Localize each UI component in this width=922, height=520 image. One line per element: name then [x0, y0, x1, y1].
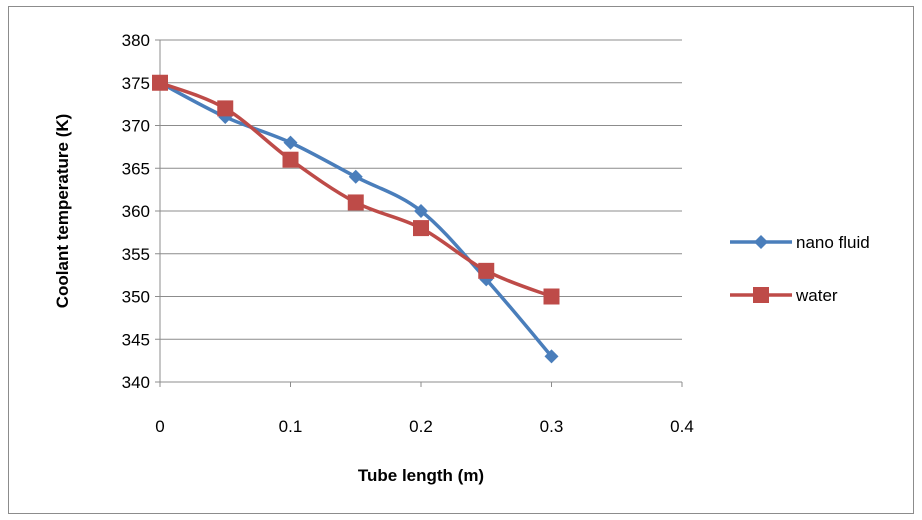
legend-item-nano-fluid: nano fluid [730, 233, 870, 252]
data-point [543, 288, 560, 305]
x-tick-label: 0.2 [409, 417, 433, 436]
data-point [282, 151, 299, 168]
data-point [348, 169, 363, 184]
y-tick-label: 360 [122, 202, 150, 221]
legend-marker [753, 287, 769, 303]
legend-marker [754, 235, 768, 249]
legend-item-water: water [730, 286, 838, 305]
x-tick-labels: 0 0.1 0.2 0.3 0.4 [155, 417, 694, 436]
y-tick-label: 370 [122, 117, 150, 136]
x-tick-label: 0 [155, 417, 164, 436]
x-tick-label: 0.3 [540, 417, 564, 436]
legend-label: nano fluid [796, 233, 870, 252]
series-nano-fluid [153, 75, 559, 364]
series-line [159, 81, 553, 358]
data-point [544, 349, 559, 364]
gridlines [160, 39, 682, 340]
y-tick-label: 345 [122, 330, 150, 349]
axes [155, 39, 683, 387]
series-water [152, 74, 560, 305]
x-tick-label: 0.4 [670, 417, 694, 436]
legend-label: water [795, 286, 838, 305]
y-tick-label: 375 [122, 74, 150, 93]
legend: nano fluid water [730, 233, 870, 305]
data-point [478, 262, 495, 279]
data-point [414, 204, 428, 218]
y-tick-label: 340 [122, 373, 150, 392]
data-point [152, 74, 168, 91]
data-point [283, 135, 298, 150]
y-axis-title: Coolant temperature (K) [53, 114, 72, 309]
x-axis-title: Tube length (m) [358, 466, 484, 485]
y-tick-labels: 340 345 350 355 360 365 370 375 380 [122, 31, 150, 392]
y-tick-label: 380 [122, 31, 150, 50]
y-tick-label: 365 [122, 159, 150, 178]
x-tick-label: 0.1 [279, 417, 303, 436]
data-point [217, 100, 234, 117]
data-point [413, 220, 429, 237]
y-tick-label: 355 [122, 245, 150, 264]
series-lines [152, 74, 560, 364]
data-point [347, 194, 364, 211]
y-tick-label: 350 [122, 288, 150, 307]
